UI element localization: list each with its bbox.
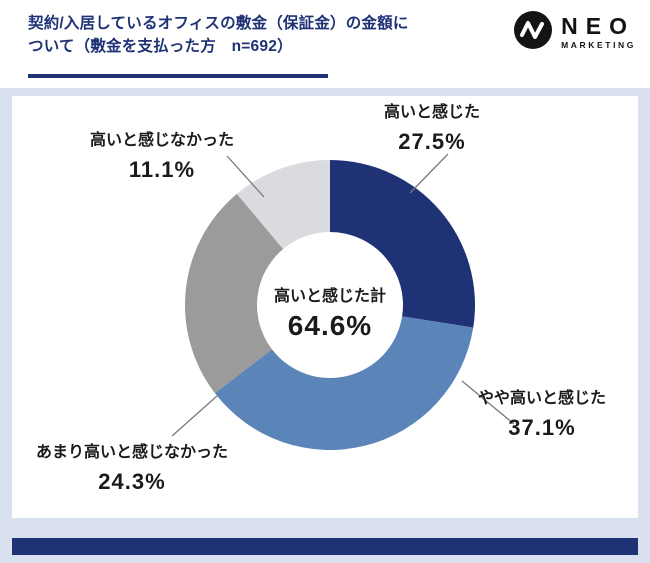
page-title-line1: 契約/入居しているオフィスの敷金（保証金）の金額に <box>28 15 409 32</box>
callout-label: 高いと感じた <box>383 104 480 121</box>
donut-segment-takakunai <box>236 160 330 250</box>
neo-logo-subtitle: MARKETING <box>561 40 636 51</box>
callout-takakunai: 高いと感じなかった 11.1% <box>72 126 252 183</box>
callout-value: 24.3% <box>98 469 166 494</box>
donut-segment-amari-takakunai <box>185 193 284 394</box>
callout-takai: 高いと感じた 27.5% <box>342 98 522 155</box>
leader-line-takakunai <box>226 155 265 198</box>
title-underline <box>28 74 328 78</box>
leader-line-amari-takakunai <box>171 395 218 437</box>
bottom-accent-bar <box>12 538 638 555</box>
neo-logo-icon <box>513 10 553 55</box>
donut-segment-takai <box>330 160 475 328</box>
callout-label: 高いと感じなかった <box>89 132 234 149</box>
callout-label: やや高いと感じた <box>477 390 606 407</box>
page-title: 契約/入居しているオフィスの敷金（保証金）の金額に ついて（敷金を支払った方 n… <box>28 12 409 59</box>
leader-line-yaya-takai <box>461 380 515 425</box>
header: 契約/入居しているオフィスの敷金（保証金）の金額に ついて（敷金を支払った方 n… <box>0 0 650 88</box>
callout-value: 37.1% <box>508 415 576 440</box>
callout-label: あまり高いと感じなかった <box>35 444 228 461</box>
center-total-label: 高いと感じた計 <box>273 288 386 305</box>
callout-value: 11.1% <box>128 157 196 182</box>
donut-center-total: 高いと感じた計 64.6% <box>220 282 440 342</box>
neo-logo-name: NEO <box>561 13 635 40</box>
donut-segment-yaya-takai <box>214 316 474 451</box>
leader-line-takai <box>409 153 449 194</box>
neo-marketing-logo: NEO MARKETING <box>513 10 636 55</box>
chart-panel: 高いと感じた 27.5% 高いと感じなかった 11.1% やや高いと感じた 37… <box>12 96 638 518</box>
callout-value: 27.5% <box>398 129 466 154</box>
callout-amari-takakunai: あまり高いと感じなかった 24.3% <box>17 438 247 495</box>
donut-chart <box>171 153 515 451</box>
neo-logo-wordmark: NEO MARKETING <box>561 15 636 50</box>
page-title-line2: ついて（敷金を支払った方 n=692） <box>28 38 293 56</box>
center-total-value: 64.6% <box>287 310 373 341</box>
donut-segments <box>185 160 475 451</box>
callout-yaya-takai: やや高いと感じた 37.1% <box>452 384 632 441</box>
